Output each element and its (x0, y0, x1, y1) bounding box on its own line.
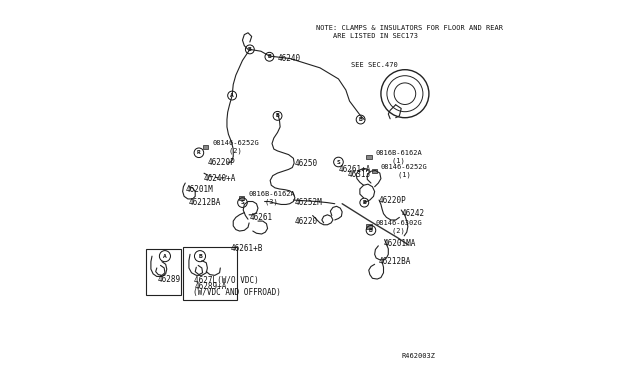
Bar (239, 196, 244, 200)
Text: (W/VDC AND OFFROAD): (W/VDC AND OFFROAD) (193, 288, 280, 297)
Text: B: B (268, 54, 271, 59)
Text: 08146-6252G
    (1): 08146-6252G (1) (381, 164, 428, 178)
Bar (203, 145, 209, 150)
Text: 08146-6302G
    (2): 08146-6302G (2) (376, 219, 422, 234)
Bar (366, 155, 372, 160)
Text: SEE SEC.470: SEE SEC.470 (351, 62, 398, 68)
Bar (146, 249, 181, 295)
Text: 46220P: 46220P (207, 157, 235, 167)
Text: 46252M: 46252M (294, 198, 322, 207)
Text: 46240: 46240 (278, 54, 301, 63)
Text: 46240+A: 46240+A (204, 174, 236, 183)
Text: R: R (197, 150, 201, 155)
Text: 08146-6252G
    (2): 08146-6252G (2) (212, 140, 259, 154)
Text: 0816B-6162A
    (1): 0816B-6162A (1) (376, 150, 422, 164)
Text: 46220P: 46220P (379, 196, 407, 205)
Text: 4627L(W/O VDC): 4627L(W/O VDC) (195, 276, 259, 285)
Text: B: B (369, 228, 373, 233)
Text: 46242: 46242 (401, 209, 424, 218)
Text: 46261: 46261 (250, 213, 273, 222)
Text: B: B (362, 200, 366, 205)
Text: 46261+B: 46261+B (230, 244, 263, 253)
Text: 46250: 46250 (294, 159, 317, 169)
Text: 46201MA: 46201MA (383, 239, 416, 248)
Text: 0816B-6162A
    (3): 0816B-6162A (3) (248, 191, 295, 205)
Text: A: A (163, 254, 167, 259)
Text: 46212BA: 46212BA (379, 257, 412, 266)
Text: B: B (198, 254, 202, 259)
Text: S: S (241, 200, 244, 205)
Text: B: B (276, 113, 280, 118)
Text: S: S (337, 160, 340, 164)
Text: 46261+A: 46261+A (339, 165, 371, 174)
Text: 46289: 46289 (157, 275, 180, 283)
Text: 46289+A: 46289+A (195, 282, 227, 291)
Text: B: B (359, 117, 362, 122)
Text: NOTE: CLAMPS & INSULATORS FOR FLOOR AND REAR
    ARE LISTED IN SEC173: NOTE: CLAMPS & INSULATORS FOR FLOOR AND … (316, 25, 503, 39)
Text: A: A (230, 93, 234, 98)
Text: 46212BA: 46212BA (189, 198, 221, 207)
Text: 46313: 46313 (348, 170, 371, 179)
Text: 46201M: 46201M (185, 185, 213, 194)
Bar (182, 247, 237, 301)
Text: R462003Z: R462003Z (401, 353, 435, 359)
Text: B: B (248, 47, 252, 52)
Bar (366, 224, 372, 229)
Text: 46220: 46220 (294, 217, 317, 225)
Bar (372, 169, 377, 173)
